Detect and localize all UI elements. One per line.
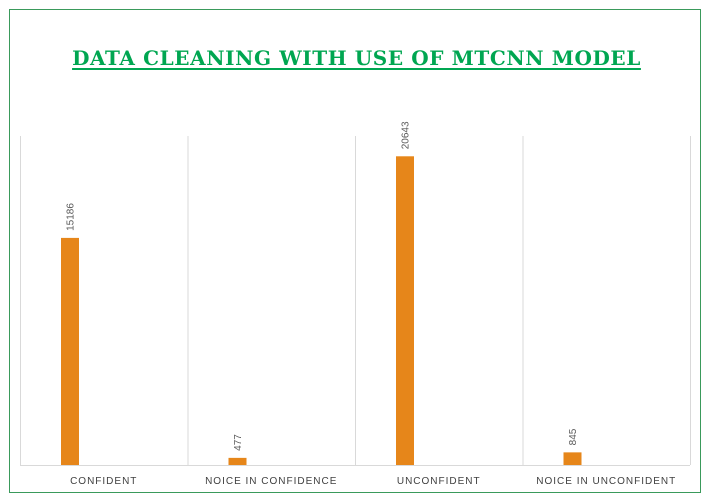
data-label: 15186 (66, 203, 77, 231)
x-tick-label: NOICE IN UNCONFIDENT (536, 476, 676, 487)
data-label-layer: 15186 477 20643 845 (66, 121, 580, 451)
x-tick-label: UNCONFIDENT (397, 476, 481, 487)
data-label: 477 (233, 434, 244, 451)
bar-layer (61, 156, 582, 465)
x-axis-tick-labels: CONFIDENT NOICE IN CONFIDENCE UNCONFIDENT N… (70, 476, 676, 487)
bar (228, 457, 247, 465)
x-tick-label: NOICE IN CONFIDENCE (205, 476, 337, 487)
bar (396, 156, 414, 465)
data-label: 845 (568, 428, 579, 445)
grid-layer (20, 136, 691, 466)
bar (61, 237, 79, 465)
chart-title: DATA CLEANING WITH USE OF MTCNN MODEL (72, 46, 641, 70)
bar (563, 452, 582, 465)
data-label: 20643 (401, 121, 412, 149)
x-tick-label: CONFIDENT (70, 476, 137, 487)
